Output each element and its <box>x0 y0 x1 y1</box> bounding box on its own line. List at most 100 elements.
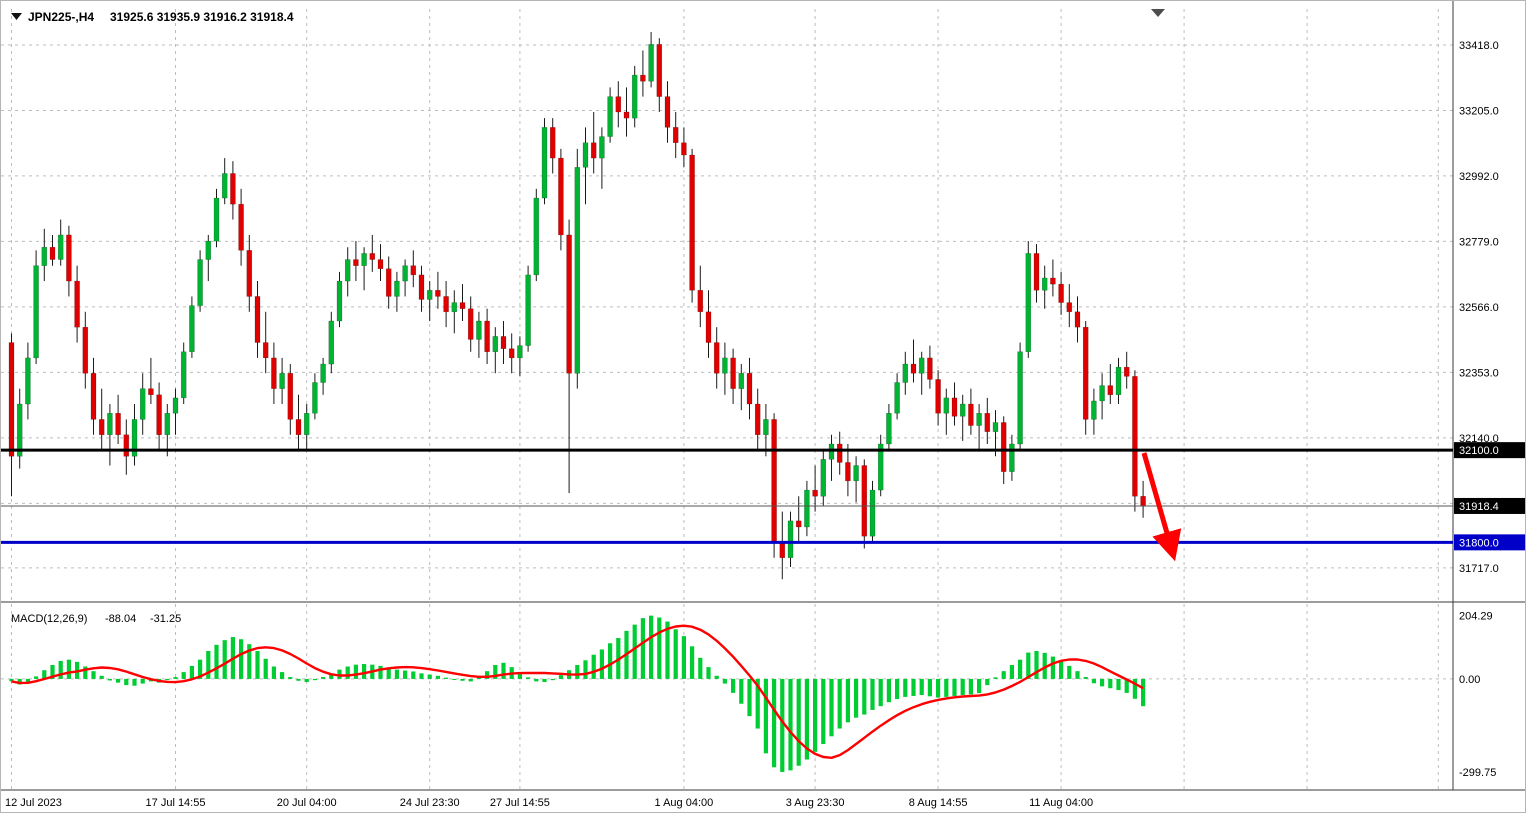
candle-bear <box>377 259 384 270</box>
macd-histogram-bar <box>550 678 555 681</box>
candle-bear <box>566 234 572 374</box>
candle-bear <box>1082 326 1089 420</box>
macd-histogram-bar <box>944 678 949 697</box>
macd-histogram-bar <box>517 673 522 679</box>
price-panel[interactable] <box>8 32 1146 580</box>
candle-bull <box>992 422 999 432</box>
macd-histogram-bar <box>321 677 326 679</box>
candle-bull <box>869 489 876 537</box>
candle-bear <box>500 336 507 349</box>
macd-histogram-bar <box>977 678 982 694</box>
time-tick-label: 3 Aug 23:30 <box>786 797 845 809</box>
candle-bull <box>517 345 523 359</box>
price-badge-label: 31918.4 <box>1459 501 1499 513</box>
candle-bull <box>1017 351 1023 445</box>
candle-bear <box>271 357 277 389</box>
macd-histogram-bar <box>140 678 145 684</box>
candle-bull <box>574 167 581 374</box>
sell-arrow-annotation[interactable] <box>1141 452 1182 562</box>
candle-bear <box>66 234 72 282</box>
macd-histogram-bar <box>952 678 957 696</box>
candle-bear <box>238 203 244 251</box>
chart-shift-marker-icon[interactable] <box>1151 9 1165 17</box>
macd-histogram-bar <box>296 678 301 681</box>
macd-histogram-bar <box>763 678 768 754</box>
macd-histogram-bar <box>1108 678 1113 689</box>
macd-histogram-bar <box>706 667 711 679</box>
candle-bull <box>164 412 171 436</box>
candle-bull <box>25 357 31 405</box>
macd-histogram-bar <box>919 678 924 696</box>
macd-histogram-bar <box>271 666 276 679</box>
candle-bull <box>1091 400 1097 420</box>
candle-bear <box>1058 283 1064 303</box>
macd-histogram-bar <box>1050 656 1055 679</box>
macd-histogram-bar <box>903 678 908 697</box>
macd-histogram-bar <box>534 678 539 682</box>
macd-histogram-bar <box>591 654 596 679</box>
macd-histogram-bar <box>1116 678 1121 691</box>
candle-bear <box>443 296 449 313</box>
candle-bull <box>525 274 531 346</box>
candle-bear <box>689 154 695 291</box>
macd-histogram-bar <box>83 666 88 679</box>
time-tick-label: 27 Jul 14:55 <box>490 797 550 809</box>
chart-dropdown-icon[interactable] <box>11 13 22 20</box>
candle-bear <box>558 157 564 236</box>
annotation-layer[interactable] <box>1141 452 1182 562</box>
price-tick-label: 32779.0 <box>1459 236 1499 248</box>
macd-header: MACD(12,26,9) -88.04 -31.25 <box>11 613 181 625</box>
macd-histogram-bar <box>968 678 973 695</box>
price-tick-label: 32992.0 <box>1459 171 1499 183</box>
time-axis[interactable]: 12 Jul 2023 17 Jul 14:55 20 Jul 04:00 24 Ju… <box>5 797 1093 809</box>
candle-bull <box>320 363 326 383</box>
macd-histogram-bar <box>583 660 588 679</box>
candle-bear <box>123 434 130 457</box>
macd-panel[interactable] <box>9 615 1146 772</box>
candle-bull <box>877 443 884 491</box>
candle-bear <box>287 373 294 420</box>
macd-histogram-bar <box>657 617 662 679</box>
macd-histogram-bar <box>1067 665 1072 679</box>
macd-main-value: -88.04 <box>105 613 136 625</box>
macd-histogram-bar <box>181 672 186 679</box>
price-axis[interactable]: 33418.0 33205.0 32992.0 32779.0 32566.0 32353… <box>1459 40 1499 779</box>
candle-bull <box>1099 385 1105 402</box>
macd-histogram-bar <box>1141 678 1146 707</box>
macd-histogram-bar <box>247 644 252 679</box>
candle-bear <box>459 302 466 309</box>
candle-bull <box>328 320 335 365</box>
macd-histogram-bar <box>189 665 194 679</box>
macd-tick-label: 204.29 <box>1459 611 1493 623</box>
macd-histogram-bar <box>255 651 260 679</box>
chart-header: JPN225-,H4 31925.6 31935.9 31916.2 31918… <box>11 10 294 24</box>
candle-bull <box>139 388 146 420</box>
macd-histogram-bar <box>886 678 891 703</box>
candle-bull <box>107 412 113 436</box>
candle-bull <box>57 234 64 260</box>
candle-bull <box>205 240 212 260</box>
candle-bull <box>426 290 433 300</box>
macd-histogram-bar <box>329 673 334 679</box>
macd-histogram-bar <box>821 678 826 745</box>
candle-bear <box>927 357 933 380</box>
price-badge-label: 31800.0 <box>1459 537 1499 549</box>
price-badge-label: 32100.0 <box>1459 445 1499 457</box>
macd-histogram-bar <box>542 678 547 683</box>
candle-bear <box>385 268 392 297</box>
macd-histogram-bar <box>403 670 408 679</box>
macd-tick-label: 0.00 <box>1459 674 1480 686</box>
candle-bear <box>836 443 843 463</box>
candle-bear <box>640 74 646 82</box>
macd-histogram-bar <box>394 669 399 679</box>
candle-bear <box>98 419 105 436</box>
candle-bull <box>221 173 228 199</box>
macd-histogram-bar <box>878 678 883 707</box>
candle-bear <box>90 373 97 420</box>
price-badge <box>1454 442 1525 459</box>
candle-bear <box>484 320 490 353</box>
macd-histogram-bar <box>173 677 178 679</box>
macd-histogram-bar <box>124 678 129 686</box>
price-badge <box>1454 534 1525 551</box>
